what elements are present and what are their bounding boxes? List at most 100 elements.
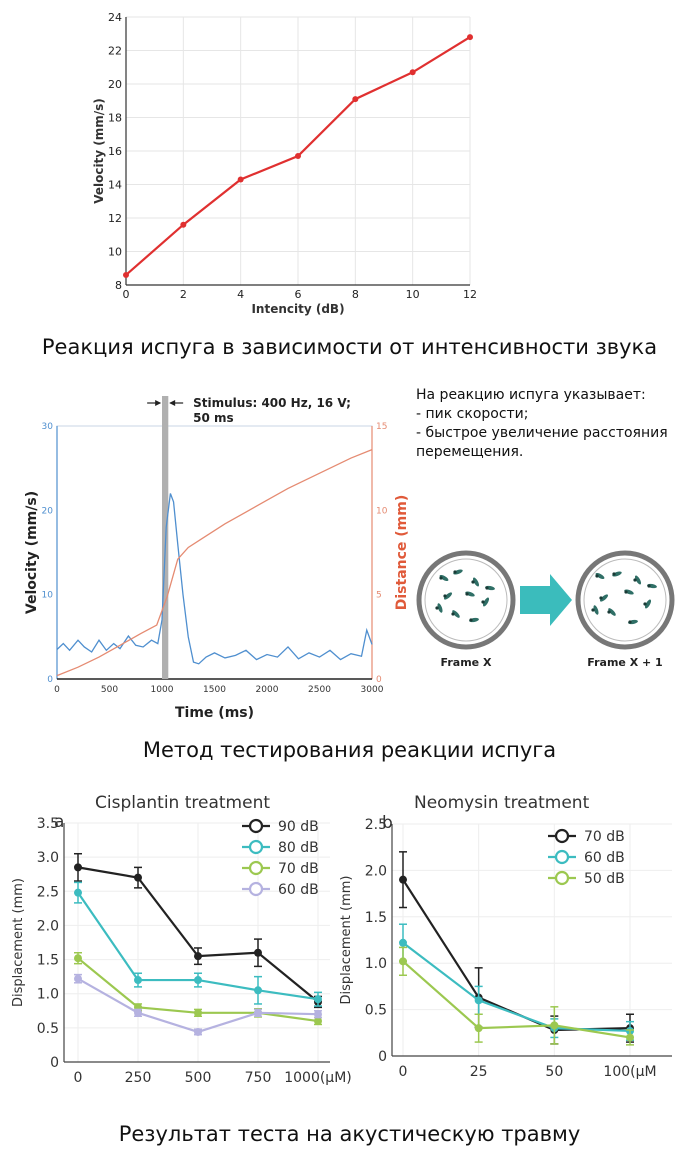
chart-title: Cisplantin treatment bbox=[95, 793, 270, 813]
y-tick-label: 0 bbox=[378, 1049, 387, 1065]
right-tick-label: 0 bbox=[376, 675, 382, 685]
zebrafish-larva bbox=[439, 574, 449, 582]
data-point bbox=[194, 1027, 202, 1036]
zebrafish-larva bbox=[443, 592, 453, 600]
x-tick-label: 50 bbox=[545, 1064, 563, 1080]
data-point bbox=[474, 996, 483, 1005]
y-tick-label: 14 bbox=[108, 179, 122, 192]
note-title: На реакцию испуга указывает: bbox=[416, 387, 646, 403]
data-point bbox=[314, 1017, 322, 1026]
y-tick-label: 20 bbox=[108, 78, 122, 91]
data-point bbox=[399, 957, 407, 966]
y-tick-label: 10 bbox=[108, 246, 122, 259]
zebrafish-larva bbox=[634, 575, 642, 585]
y-tick-label: 3.0 bbox=[37, 850, 59, 866]
note-item: перемещения. bbox=[416, 444, 524, 460]
x-axis-label: Intencity (dB) bbox=[251, 302, 344, 316]
y-tick-label: 0.5 bbox=[365, 1003, 387, 1019]
legend-label: 70 dB bbox=[584, 829, 625, 845]
panel-label: a bbox=[54, 812, 64, 832]
y-tick-label: 0.5 bbox=[37, 1021, 59, 1037]
frame-arrow-icon bbox=[520, 574, 572, 626]
y-tick-label: 16 bbox=[108, 145, 122, 158]
y-tick-label: 24 bbox=[108, 11, 122, 24]
stimulus-duration: 50 ms bbox=[193, 411, 234, 425]
zebrafish-larva bbox=[472, 577, 480, 587]
x-tick-label: 12 bbox=[463, 288, 477, 301]
data-point bbox=[74, 863, 82, 872]
larva-eye bbox=[607, 610, 611, 614]
y-tick-label: 0 bbox=[50, 1055, 59, 1071]
larva-eye bbox=[439, 576, 443, 580]
chart-title: Neomysin treatment bbox=[414, 793, 590, 813]
frames-illustration: Frame X Frame X + 1 bbox=[416, 550, 675, 669]
left-tick-label: 20 bbox=[42, 506, 54, 516]
right-tick-label: 5 bbox=[376, 591, 382, 601]
data-point bbox=[134, 1008, 142, 1017]
x-tick-label: 1000(μM) bbox=[284, 1070, 352, 1086]
neomycin-chart: 0 0.5 1.0 1.5 2.0 2.5 0 25 50 100(μM Displacement … bbox=[339, 793, 672, 1080]
startle-note: На реакцию испуга указывает: - пик скоро… bbox=[416, 386, 696, 462]
x-tick-label: 25 bbox=[470, 1064, 488, 1080]
larva-eye bbox=[595, 574, 599, 578]
x-tick-label: 250 bbox=[125, 1070, 152, 1086]
plot-frame bbox=[56, 425, 373, 680]
y-tick-label: 2.5 bbox=[365, 817, 387, 833]
data-point bbox=[295, 153, 301, 160]
y-tick-label: 2.5 bbox=[37, 884, 59, 900]
series-line bbox=[402, 941, 631, 1033]
data-point bbox=[74, 974, 82, 983]
legend-marker bbox=[554, 828, 570, 844]
legend-marker bbox=[248, 860, 264, 876]
x-tick-label: 0 bbox=[54, 685, 60, 695]
data-point bbox=[74, 888, 82, 897]
x-tick-label: 1500 bbox=[203, 685, 226, 695]
larva-eye bbox=[453, 570, 457, 574]
larva-eye bbox=[628, 620, 632, 624]
series-line-velocity bbox=[56, 493, 373, 665]
data-point bbox=[194, 1008, 202, 1017]
stimulus-arrowhead-right bbox=[169, 400, 176, 406]
data-point bbox=[314, 1010, 322, 1019]
zebrafish-larva bbox=[482, 597, 490, 607]
frame-label: Frame X bbox=[441, 656, 492, 669]
zebrafish-larva bbox=[644, 599, 652, 609]
data-point bbox=[399, 875, 407, 884]
petri-dish bbox=[575, 550, 675, 650]
data-point bbox=[237, 176, 244, 183]
larva-eye bbox=[471, 580, 475, 584]
y-tick-label: 1.5 bbox=[37, 953, 59, 969]
zebrafish-larva bbox=[593, 605, 599, 615]
series-line-distance bbox=[56, 449, 373, 677]
x-tick-label: 10 bbox=[406, 288, 420, 301]
y-axis-label: Displacement (mm) bbox=[11, 878, 26, 1007]
note-item: - пик скорости; bbox=[416, 406, 529, 422]
data-point bbox=[123, 271, 129, 278]
data-point bbox=[134, 976, 142, 985]
larva-eye bbox=[481, 600, 485, 604]
stimulus-annotation: Stimulus: 400 Hz, 16 V; bbox=[193, 396, 351, 410]
petri-dish bbox=[416, 550, 516, 650]
right-tick-label: 10 bbox=[376, 506, 388, 516]
frame-label: Frame X + 1 bbox=[587, 656, 662, 669]
y-tick-label: 22 bbox=[108, 45, 122, 58]
larva-eye bbox=[469, 618, 473, 622]
x-tick-label: 500 bbox=[185, 1070, 212, 1086]
x-tick-label: 0 bbox=[399, 1064, 408, 1080]
data-point bbox=[409, 69, 416, 76]
y-tick-label: 1.0 bbox=[37, 987, 59, 1003]
zebrafish-larva bbox=[599, 594, 609, 602]
zebrafish-larva bbox=[437, 603, 443, 613]
caption-acoustic-trauma: Результат теста на акустическую травму bbox=[118, 1122, 581, 1146]
y-tick-label: 8 bbox=[115, 279, 122, 292]
panel-label: b bbox=[382, 813, 393, 833]
larva-eye bbox=[643, 602, 647, 606]
x-tick-label: 2500 bbox=[308, 685, 331, 695]
x-tick-label: 750 bbox=[245, 1070, 272, 1086]
legend-label: 70 dB bbox=[278, 861, 319, 877]
series-line bbox=[402, 960, 631, 1039]
data-point bbox=[352, 96, 359, 103]
data-point bbox=[254, 986, 262, 995]
data-point bbox=[194, 952, 202, 961]
